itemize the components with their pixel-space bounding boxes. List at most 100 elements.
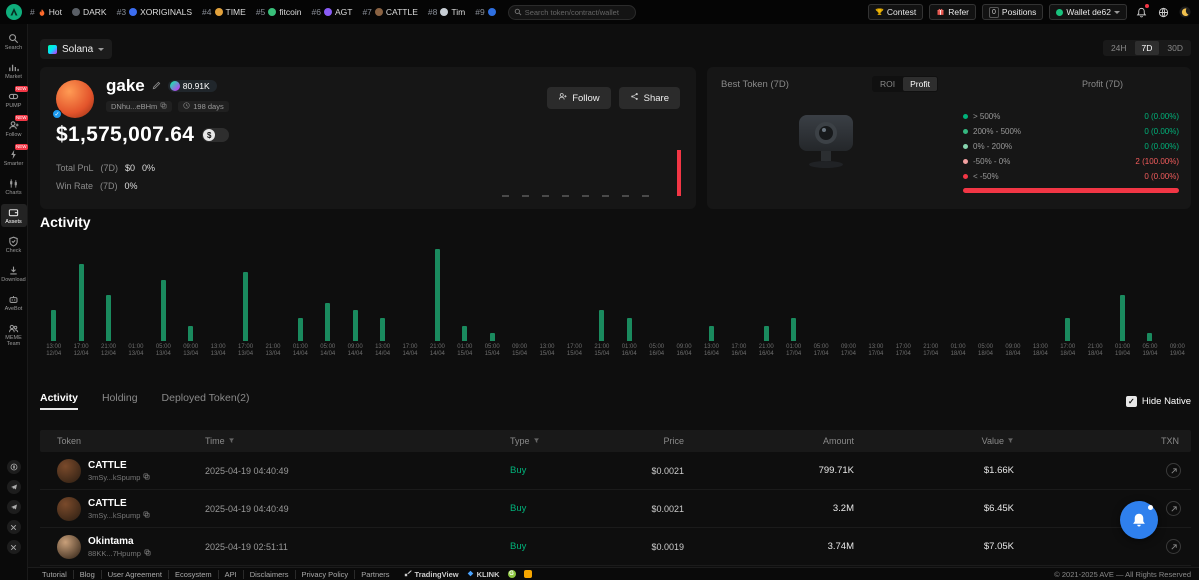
sidebar-item-charts[interactable]: Charts — [1, 175, 27, 198]
copy-icon[interactable] — [144, 548, 151, 558]
filter-icon[interactable] — [533, 436, 540, 446]
refer-button[interactable]: Refer — [929, 4, 977, 20]
column-header-price[interactable]: Price — [663, 436, 684, 446]
tab-activity[interactable]: Activity — [40, 392, 78, 410]
footer-link[interactable]: Partners — [361, 569, 390, 579]
hot-token-item[interactable]: #7 CATTLE — [362, 7, 417, 17]
sidebar-item-market[interactable]: Market — [1, 59, 27, 82]
column-header-amount[interactable]: Amount — [822, 436, 854, 446]
positions-button[interactable]: 0 Positions — [982, 4, 1044, 20]
column-header-value[interactable]: Value — [858, 436, 1018, 446]
x-axis-label: 13:00 15/04 — [539, 344, 555, 357]
avatar[interactable] — [56, 80, 94, 118]
sidebar-item-search[interactable]: Search — [1, 30, 27, 53]
copy-icon[interactable] — [160, 102, 167, 111]
chart-column: 01:00 15/04 — [451, 246, 478, 368]
sidebar-item-assets[interactable]: Assets — [0, 204, 27, 227]
charts-icon — [8, 177, 19, 189]
footer-link[interactable]: Privacy Policy — [296, 569, 356, 579]
sidebar: Search Market PUMP NEW Follow NEW Smarter NEW Ch… — [0, 24, 28, 580]
footer-link[interactable]: User Agreement — [102, 569, 169, 579]
chain-selector[interactable]: Solana — [40, 39, 113, 59]
theme-toggle[interactable] — [1177, 4, 1193, 20]
chart-column: 05:00 15/04 — [479, 246, 506, 368]
table-row[interactable]: CATTLE 3mSy...kSpump 2025-04-19 04:40:49 Bu… — [40, 452, 1191, 490]
token-address[interactable]: 3mSy...kSpump — [88, 511, 150, 520]
hot-token-item[interactable]: # Hot — [30, 7, 62, 17]
share-button[interactable]: Share — [618, 87, 680, 109]
trade-amount: 3.2M — [832, 503, 854, 514]
x-icon[interactable] — [6, 520, 21, 534]
sidebar-item-download[interactable]: Download — [1, 262, 27, 285]
filter-icon[interactable] — [228, 436, 235, 446]
toggle-option-roi[interactable]: ROI — [880, 79, 896, 89]
chat-button[interactable] — [1120, 501, 1158, 539]
sidebar-item-meme-team[interactable]: MEME Team — [1, 320, 27, 349]
column-header-type[interactable]: Type — [493, 436, 573, 446]
txn-link-button[interactable] — [1166, 463, 1181, 478]
checkbox-checked-icon[interactable]: ✓ — [1125, 395, 1137, 407]
hot-token-item[interactable]: #6 AGT — [312, 7, 353, 17]
footer-link[interactable]: Blog — [74, 569, 102, 579]
tradingview-link[interactable]: TradingView — [404, 569, 459, 579]
txn-link-button[interactable] — [1166, 539, 1181, 554]
edit-name-icon[interactable] — [152, 77, 161, 95]
copy-icon[interactable] — [143, 472, 150, 482]
currency-symbol: $ — [203, 129, 216, 141]
follow-button[interactable]: Follow — [547, 87, 611, 109]
txn-link-button[interactable] — [1166, 501, 1181, 516]
smarter-icon — [8, 148, 19, 160]
hot-token-item[interactable]: #8 Tim — [428, 7, 465, 17]
sidebar-item-check[interactable]: Check — [1, 233, 27, 256]
partner-g-icon[interactable]: G — [507, 570, 516, 578]
chart-column: 09:00 17/04 — [835, 246, 862, 368]
table-row[interactable]: CATTLE 3mSy...kSpump 2025-04-19 04:40:49 Bu… — [40, 490, 1191, 528]
copy-icon[interactable] — [143, 510, 150, 520]
footer-link[interactable]: Ecosystem — [169, 569, 219, 579]
token-address[interactable]: 3mSy...kSpump — [88, 473, 150, 482]
activity-bar — [106, 295, 112, 341]
telegram-icon[interactable] — [6, 500, 21, 514]
column-header-token[interactable]: Token — [57, 436, 82, 446]
language-button[interactable] — [1155, 4, 1171, 20]
range-option-7d[interactable]: 7D — [1134, 41, 1160, 55]
hot-token-item[interactable]: #4 TIME — [202, 7, 246, 17]
search-input[interactable] — [524, 7, 630, 17]
sidebar-item-pump[interactable]: PUMP NEW — [1, 86, 28, 111]
column-header-txn[interactable]: TXN — [1161, 436, 1179, 446]
tab-holding[interactable]: Holding — [101, 392, 138, 404]
wallet-button[interactable]: Wallet de62 — [1049, 4, 1127, 20]
coin-icon[interactable] — [6, 460, 21, 474]
tab-deployed-token-2[interactable]: Deployed Token(2) — [161, 392, 250, 404]
range-option-30d[interactable]: 30D — [1167, 43, 1183, 53]
sidebar-item-smarter[interactable]: Smarter NEW — [1, 144, 28, 169]
hot-token-item[interactable]: DARK — [71, 7, 107, 17]
contest-button[interactable]: Contest — [867, 4, 924, 20]
ave-logo[interactable] — [6, 4, 22, 20]
wallet-address-chip[interactable]: DNhu...eBHm — [106, 101, 173, 112]
hot-token-item[interactable]: #9 — [475, 7, 496, 17]
search-box[interactable] — [507, 4, 636, 20]
column-header-time[interactable]: Time — [188, 436, 493, 446]
footer-link[interactable]: Disclaimers — [244, 569, 296, 579]
partner-orange-icon[interactable] — [523, 570, 532, 578]
hide-native-toggle[interactable]: ✓ Hide Native — [1125, 395, 1191, 407]
notifications-button[interactable] — [1133, 4, 1149, 20]
trade-price: $0.0021 — [651, 503, 684, 514]
footer-link[interactable]: Tutorial — [36, 569, 74, 579]
sidebar-item-avebot[interactable]: AveBot — [1, 291, 27, 314]
telegram-icon[interactable] — [6, 480, 21, 494]
table-row[interactable]: Okintama 88KK...7Hpump 2025-04-19 02:51:11… — [40, 528, 1191, 566]
klink-link[interactable]: KLINK — [467, 570, 500, 579]
toggle-option-profit[interactable]: Profit — [903, 77, 937, 91]
sidebar-item-follow[interactable]: Follow NEW — [1, 115, 28, 140]
range-option-24h[interactable]: 24H — [1110, 43, 1127, 53]
hot-token-item[interactable]: #3 XORIGINALS — [117, 7, 192, 17]
filter-icon[interactable] — [1007, 436, 1014, 446]
footer-link[interactable]: API — [219, 569, 244, 579]
token-address[interactable]: 88KK...7Hpump — [88, 549, 151, 558]
x-icon[interactable] — [6, 540, 21, 554]
currency-toggle[interactable]: $ — [202, 128, 230, 142]
hot-token-item[interactable]: #5 fitcoin — [256, 7, 302, 17]
solana-icon — [48, 44, 57, 54]
